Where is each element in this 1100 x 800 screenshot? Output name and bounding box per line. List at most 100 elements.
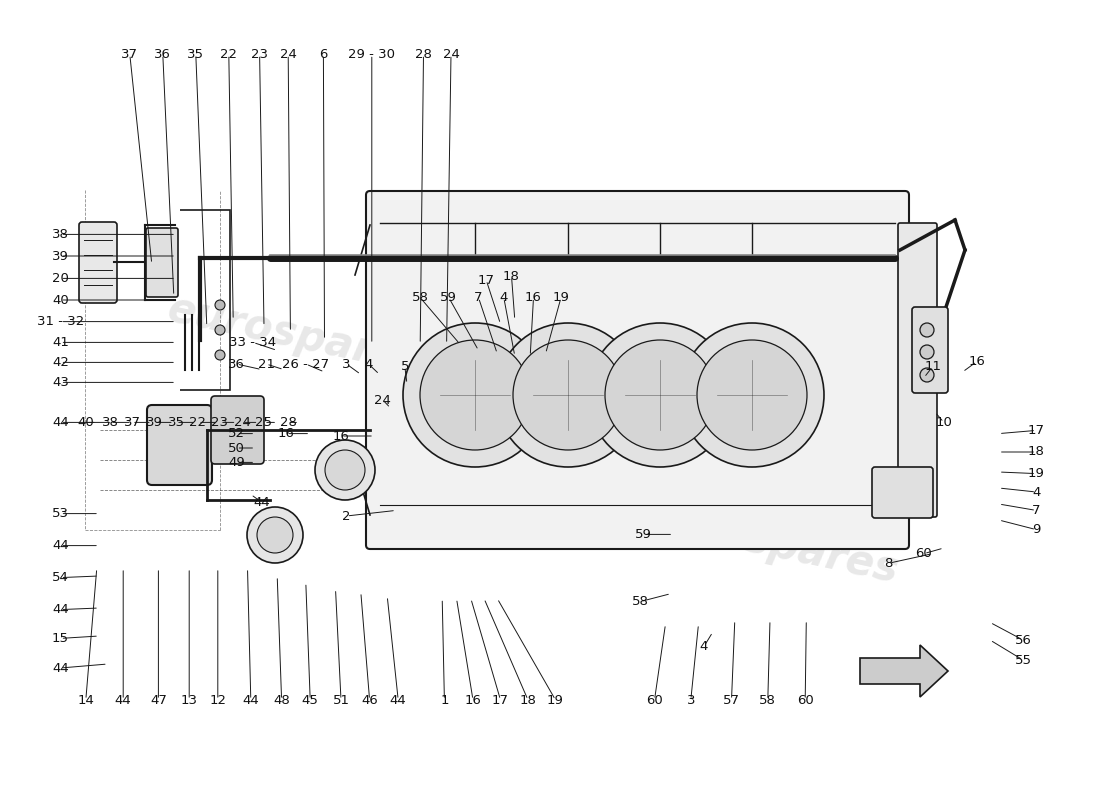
- Text: 48: 48: [273, 694, 290, 706]
- FancyBboxPatch shape: [79, 222, 117, 303]
- Text: 6: 6: [319, 48, 328, 61]
- Text: 55: 55: [1014, 654, 1032, 666]
- Circle shape: [403, 323, 547, 467]
- Text: 44: 44: [52, 416, 69, 429]
- Text: 15: 15: [52, 632, 69, 645]
- Text: 20: 20: [52, 272, 69, 285]
- Text: 8: 8: [884, 557, 893, 570]
- Text: 19: 19: [547, 694, 564, 706]
- Text: 58: 58: [759, 694, 777, 706]
- Text: 46: 46: [361, 694, 378, 706]
- Text: 29 - 30: 29 - 30: [349, 48, 395, 61]
- Text: 58: 58: [411, 291, 429, 304]
- Text: 44: 44: [52, 603, 69, 616]
- Text: 22: 22: [220, 48, 238, 61]
- Text: 4: 4: [499, 291, 508, 304]
- Circle shape: [588, 323, 732, 467]
- Text: 5: 5: [400, 360, 409, 373]
- Text: 24: 24: [279, 48, 297, 61]
- Text: 7: 7: [474, 291, 483, 304]
- Circle shape: [315, 440, 375, 500]
- Text: 38: 38: [52, 228, 69, 241]
- Text: 54: 54: [52, 571, 69, 584]
- FancyBboxPatch shape: [912, 307, 948, 393]
- Circle shape: [214, 325, 225, 335]
- Text: 18: 18: [519, 694, 537, 706]
- Text: 25: 25: [255, 416, 273, 429]
- Text: 59: 59: [635, 528, 652, 541]
- Text: 40: 40: [52, 294, 69, 306]
- Text: 19: 19: [552, 291, 570, 304]
- Text: 51: 51: [332, 694, 350, 706]
- Text: 16: 16: [525, 291, 542, 304]
- Text: 42: 42: [52, 356, 69, 369]
- Text: 16: 16: [968, 355, 986, 368]
- Text: 2: 2: [342, 510, 351, 522]
- Text: eurospares: eurospares: [637, 496, 903, 592]
- Text: 36: 36: [228, 358, 245, 370]
- Text: 44: 44: [114, 694, 132, 706]
- Text: 14: 14: [77, 694, 95, 706]
- Text: 60: 60: [646, 694, 663, 706]
- Text: 59: 59: [440, 291, 458, 304]
- FancyBboxPatch shape: [147, 405, 212, 485]
- Text: 39: 39: [145, 416, 163, 429]
- Text: 41: 41: [52, 336, 69, 349]
- Text: 4: 4: [700, 640, 708, 653]
- Text: 28: 28: [279, 416, 297, 429]
- Circle shape: [496, 323, 640, 467]
- Text: 44: 44: [253, 496, 271, 509]
- Text: 10: 10: [935, 416, 953, 429]
- Text: 11: 11: [924, 360, 942, 373]
- Text: 44: 44: [242, 694, 260, 706]
- Circle shape: [214, 350, 225, 360]
- Circle shape: [513, 340, 623, 450]
- Circle shape: [697, 340, 807, 450]
- Text: 16: 16: [464, 694, 482, 706]
- Text: 33 - 34: 33 - 34: [230, 336, 276, 349]
- Text: 24: 24: [233, 416, 251, 429]
- Text: 17: 17: [1027, 424, 1045, 437]
- Circle shape: [257, 517, 293, 553]
- Text: 9: 9: [1032, 523, 1041, 536]
- Text: 47: 47: [150, 694, 167, 706]
- Circle shape: [248, 507, 302, 563]
- Text: 39: 39: [52, 250, 69, 262]
- Text: 35: 35: [187, 48, 205, 61]
- Text: 44: 44: [52, 539, 69, 552]
- Text: 60: 60: [796, 694, 814, 706]
- Text: eurospares: eurospares: [164, 288, 430, 384]
- Circle shape: [420, 340, 530, 450]
- Circle shape: [680, 323, 824, 467]
- Text: 3: 3: [342, 358, 351, 370]
- Polygon shape: [860, 645, 948, 697]
- Text: 21: 21: [257, 358, 275, 370]
- Circle shape: [920, 368, 934, 382]
- Text: 53: 53: [52, 507, 69, 520]
- Text: 38: 38: [101, 416, 119, 429]
- Circle shape: [324, 450, 365, 490]
- Text: 57: 57: [723, 694, 740, 706]
- Text: 23: 23: [211, 416, 229, 429]
- Text: 4: 4: [364, 358, 373, 370]
- Text: 26 - 27: 26 - 27: [283, 358, 329, 370]
- Text: 16: 16: [277, 427, 295, 440]
- Text: 18: 18: [503, 270, 520, 282]
- Text: 35: 35: [167, 416, 185, 429]
- Text: 50: 50: [228, 442, 245, 454]
- FancyBboxPatch shape: [146, 228, 178, 297]
- Text: 17: 17: [492, 694, 509, 706]
- Circle shape: [214, 300, 225, 310]
- Circle shape: [920, 323, 934, 337]
- Text: 17: 17: [477, 274, 495, 286]
- Circle shape: [920, 345, 934, 359]
- Text: 52: 52: [228, 427, 245, 440]
- Text: 24: 24: [374, 394, 392, 406]
- Text: 49: 49: [228, 456, 245, 469]
- Text: 58: 58: [631, 595, 649, 608]
- FancyBboxPatch shape: [872, 467, 933, 518]
- Text: 16: 16: [332, 430, 350, 442]
- Text: 3: 3: [686, 694, 695, 706]
- Text: 37: 37: [121, 48, 139, 61]
- Text: 1: 1: [440, 694, 449, 706]
